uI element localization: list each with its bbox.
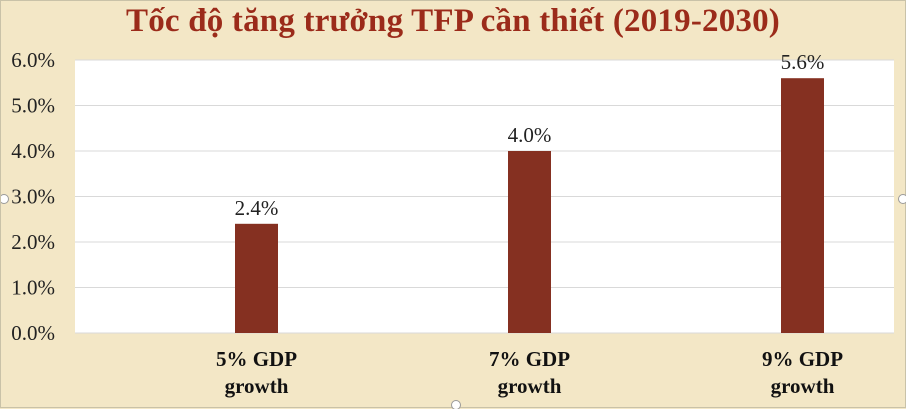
data-label: 5.6% bbox=[781, 50, 825, 74]
data-label: 4.0% bbox=[508, 123, 552, 147]
resize-handle[interactable] bbox=[899, 195, 906, 204]
data-label: 2.4% bbox=[235, 196, 279, 220]
bar bbox=[235, 224, 278, 333]
bar bbox=[508, 151, 551, 333]
y-tick-label: 0.0% bbox=[11, 321, 55, 345]
y-tick-label: 6.0% bbox=[11, 48, 55, 72]
y-tick-label: 5.0% bbox=[11, 94, 55, 118]
y-tick-label: 2.0% bbox=[11, 230, 55, 254]
bar bbox=[781, 78, 824, 333]
y-tick-label: 1.0% bbox=[11, 276, 55, 300]
y-tick-label: 3.0% bbox=[11, 185, 55, 209]
y-tick-label: 4.0% bbox=[11, 139, 55, 163]
resize-handle[interactable] bbox=[1, 195, 9, 204]
